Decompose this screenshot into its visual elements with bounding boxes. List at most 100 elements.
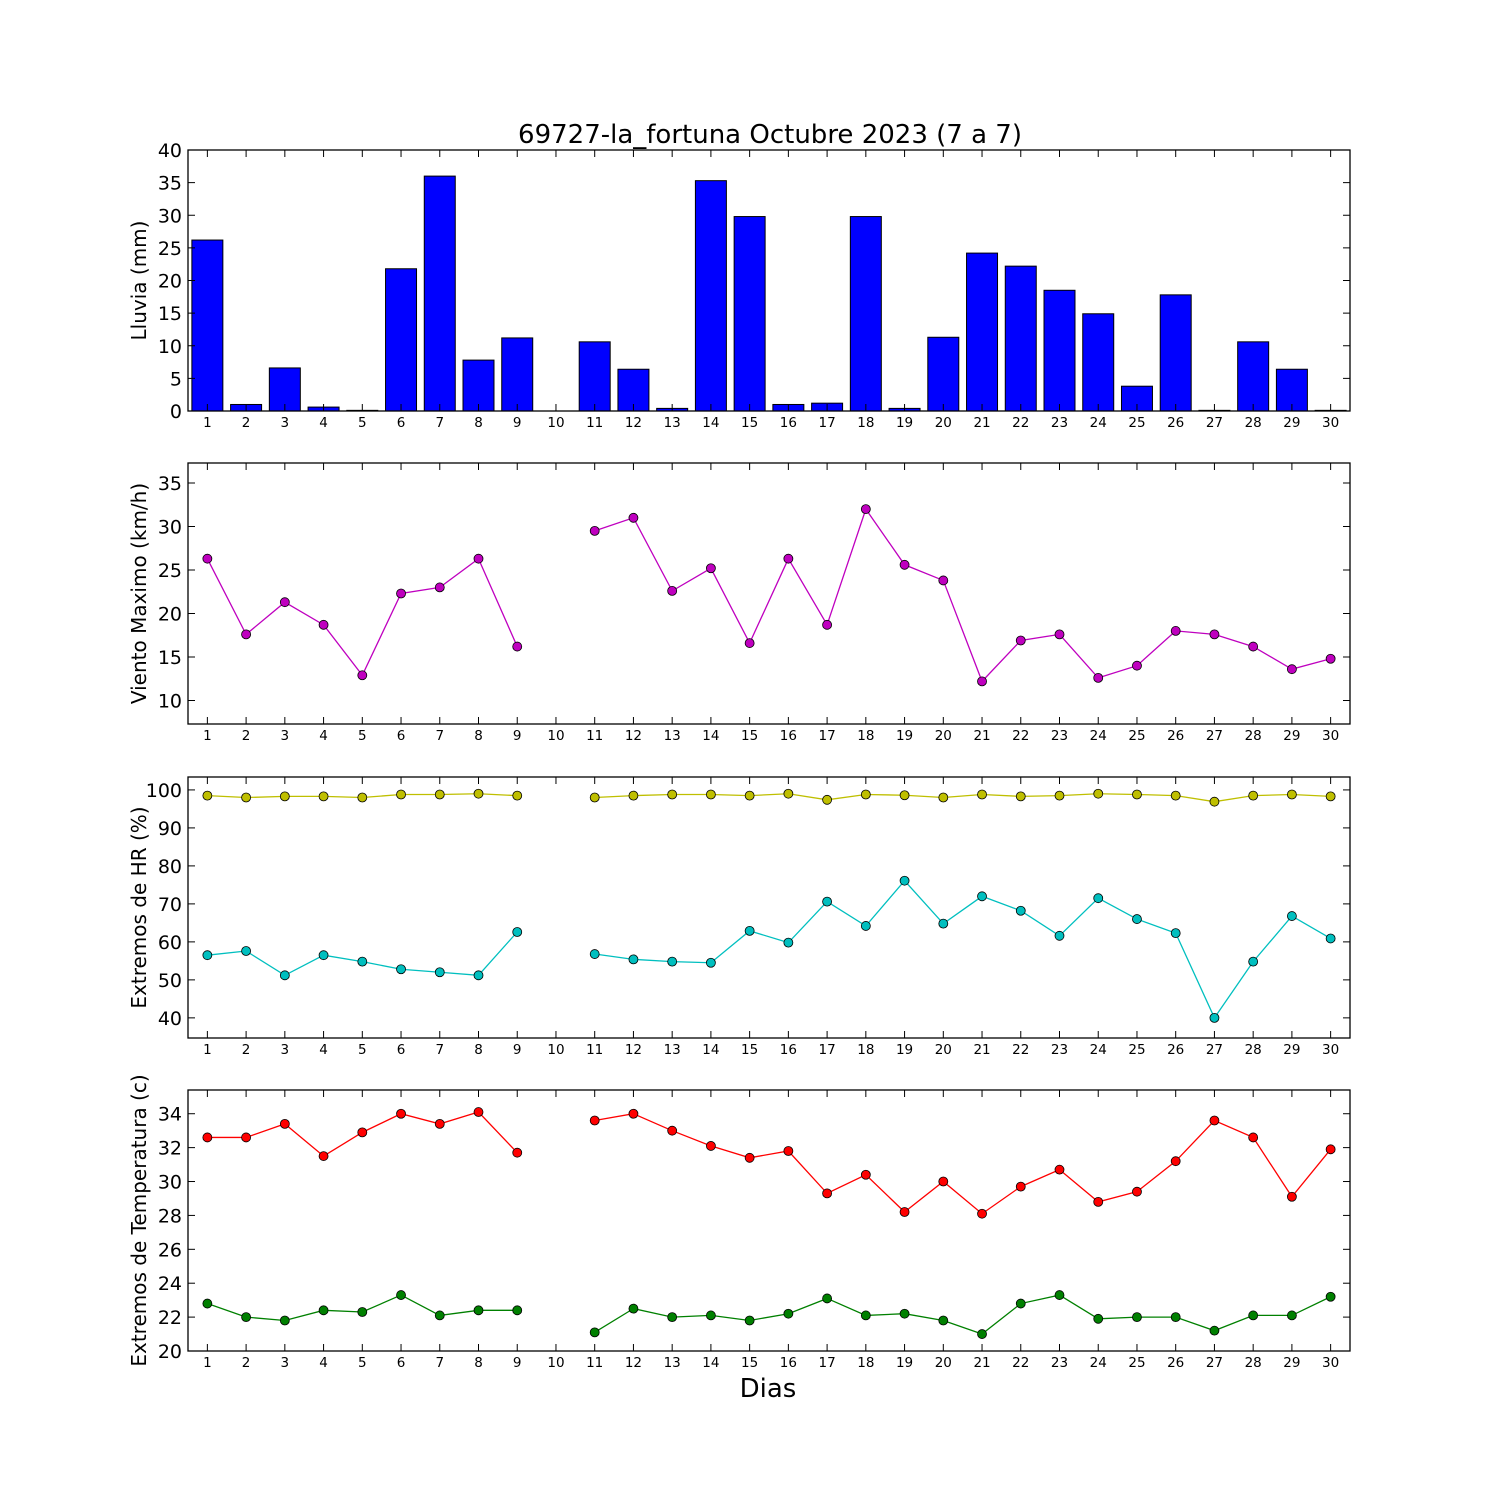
data-point [1325,1291,1336,1302]
x-tick-label: 5 [358,415,367,431]
x-tick-label: 20 [935,415,952,431]
y-tick-label: 35 [158,473,182,495]
data-point [706,1141,716,1151]
axes-frame [187,776,1351,1039]
x-tick-label: 12 [625,415,642,431]
x-tick-label: 7 [435,1042,444,1058]
x-tick-label: 4 [319,1355,328,1371]
data-point [434,1310,445,1321]
data-point [938,575,949,586]
data-point [473,1305,484,1316]
data-point [1325,791,1336,802]
data-point [434,1118,445,1129]
x-tick-label: 11 [586,728,603,744]
data-point [512,1305,523,1316]
x-tick-label: 19 [896,1042,913,1058]
data-point [589,1115,600,1126]
data-point [1015,791,1026,802]
y-tick-label: 15 [158,647,182,669]
x-tick-label: 8 [474,1042,483,1058]
x-tick-label: 6 [397,1042,406,1058]
data-point [512,641,523,652]
data-point [1325,653,1336,664]
data-point [589,525,600,536]
y-tick-label: 60 [158,932,182,954]
data-point [1015,905,1026,916]
x-tick-label: 1 [203,1042,212,1058]
y-axis-label: Extremos de HR (%) [127,806,151,1008]
data-point [589,792,600,803]
data-point [938,792,949,803]
x-tick-label: 22 [1012,1355,1029,1371]
data-point [1287,1191,1297,1202]
x-tick-label: 18 [857,1042,874,1058]
rain-bar [501,337,534,412]
data-point [977,1329,987,1339]
data-point [667,1312,678,1323]
y-tick-label: 35 [158,173,182,195]
data-point [396,789,406,800]
x-tick-label: 8 [474,1355,483,1371]
data-point [783,1146,794,1156]
x-tick-label: 15 [741,1042,758,1058]
data-point [1287,1310,1297,1321]
data-point [1093,672,1104,683]
y-tick-label: 22 [158,1307,182,1329]
data-point [1209,1012,1220,1023]
data-point [822,896,832,907]
x-tick-label: 28 [1245,1355,1262,1371]
data-point [434,789,445,800]
x-tick-label: 29 [1283,415,1300,431]
data-point [822,619,832,630]
data-point [241,1132,252,1143]
x-tick-label: 5 [358,728,367,744]
y-tick-label: 20 [158,604,182,626]
x-tick-label: 6 [397,1355,406,1371]
data-point [860,504,871,515]
x-tick-label: 8 [474,728,483,744]
x-tick-label: 29 [1283,728,1300,744]
x-tick-label: 9 [513,415,522,431]
data-point [1054,790,1065,801]
data-point [1170,1156,1181,1167]
x-tick-label: 3 [281,728,290,744]
x-tick-label: 16 [780,1042,797,1058]
data-point [202,950,213,961]
data-point [783,553,794,564]
x-tick-label: 21 [973,728,990,744]
data-point [938,1176,949,1187]
x-tick-label: 1 [203,415,212,431]
x-tick-label: 10 [547,415,564,431]
x-tick-label: 25 [1128,1355,1145,1371]
data-point [938,1315,949,1326]
x-tick-label: 27 [1206,728,1223,744]
data-point [783,1308,794,1319]
x-tick-label: 14 [702,728,719,744]
data-point [1054,1290,1065,1300]
y-tick-label: 26 [158,1239,182,1261]
data-point [279,1315,290,1326]
y-tick-label: 0 [170,401,182,423]
data-point [1287,789,1297,800]
y-tick-label: 30 [158,517,182,539]
x-tick-label: 12 [625,1042,642,1058]
x-tick-label: 23 [1051,1042,1068,1058]
data-point [783,788,794,799]
data-point [202,790,213,801]
rain-bar [1043,289,1076,412]
data-point [1054,930,1065,941]
x-tick-label: 14 [702,415,719,431]
data-point [1170,928,1181,939]
data-point [357,956,368,967]
data-point [396,964,406,975]
y-tick-label: 40 [158,1008,182,1030]
x-tick-label: 26 [1167,1355,1184,1371]
x-tick-label: 28 [1245,1042,1262,1058]
data-point [1248,641,1259,652]
x-tick-label: 6 [397,415,406,431]
data-point [357,1307,368,1317]
